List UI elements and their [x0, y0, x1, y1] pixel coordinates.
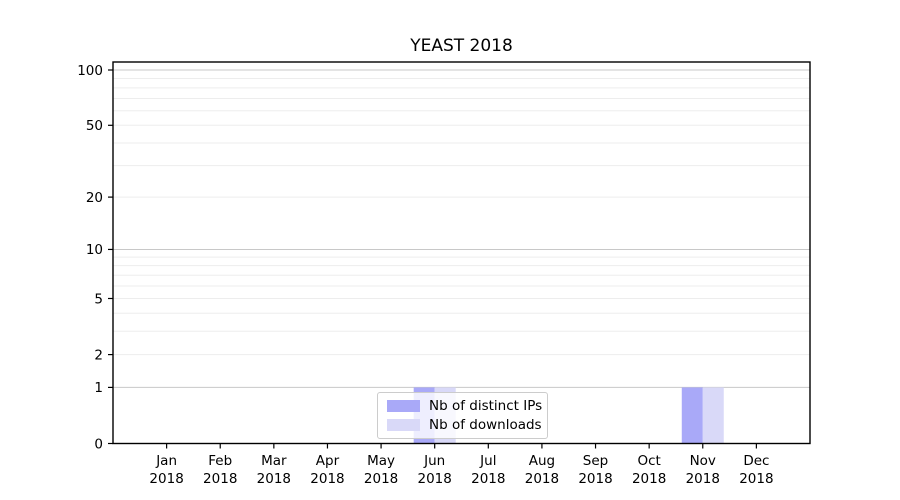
x-tick-label-year: 2018	[310, 471, 344, 487]
x-tick-label-month: Oct	[637, 453, 660, 469]
y-tick-label: 10	[86, 242, 103, 258]
legend-label-distinct-ips: Nb of distinct IPs	[429, 398, 543, 414]
legend-swatch-downloads	[387, 419, 420, 431]
x-tick-label-year: 2018	[632, 471, 666, 487]
x-tick-label-year: 2018	[578, 471, 612, 487]
y-tick-label: 5	[94, 291, 103, 307]
legend-label-downloads: Nb of downloads	[429, 417, 542, 433]
x-tick-label-year: 2018	[739, 471, 773, 487]
bar-downloads	[702, 387, 724, 444]
chart-title: YEAST 2018	[410, 36, 513, 56]
x-tick-label-year: 2018	[364, 471, 398, 487]
y-tick-label: 1	[94, 380, 103, 396]
x-tick-label-month: Jun	[423, 453, 445, 469]
x-tick-label-month: Aug	[529, 453, 555, 469]
x-tick-label-month: Apr	[316, 453, 340, 469]
x-tick-label-year: 2018	[471, 471, 505, 487]
x-tick-label-month: Mar	[261, 453, 287, 469]
x-tick-label-month: Dec	[743, 453, 769, 469]
legend-swatch-distinct-ips	[387, 400, 420, 412]
x-tick-label-month: Jan	[155, 453, 177, 469]
y-tick-label: 0	[94, 436, 103, 452]
x-tick-label-month: Sep	[583, 453, 608, 469]
x-tick-label-month: Jul	[479, 453, 496, 469]
x-tick-label-month: Feb	[208, 453, 232, 469]
x-tick-label-year: 2018	[257, 471, 291, 487]
bar-distinct-ips	[681, 387, 703, 444]
x-tick-label-year: 2018	[418, 471, 452, 487]
legend-item-distinct-ips: Nb of distinct IPs	[387, 398, 542, 414]
legend-item-downloads: Nb of downloads	[387, 417, 542, 433]
x-tick-label-month: Nov	[690, 453, 716, 469]
plot-frame	[112, 61, 811, 445]
x-tick-label-year: 2018	[525, 471, 559, 487]
y-tick-label: 100	[77, 63, 103, 79]
x-tick-label-year: 2018	[686, 471, 720, 487]
x-tick-label-year: 2018	[203, 471, 237, 487]
y-tick-label: 2	[94, 347, 103, 363]
x-tick-label-year: 2018	[149, 471, 183, 487]
y-tick-label: 20	[86, 190, 103, 206]
x-tick-label-month: May	[367, 453, 395, 469]
legend: Nb of distinct IPs Nb of downloads	[377, 392, 548, 439]
y-tick-label: 50	[86, 118, 103, 134]
